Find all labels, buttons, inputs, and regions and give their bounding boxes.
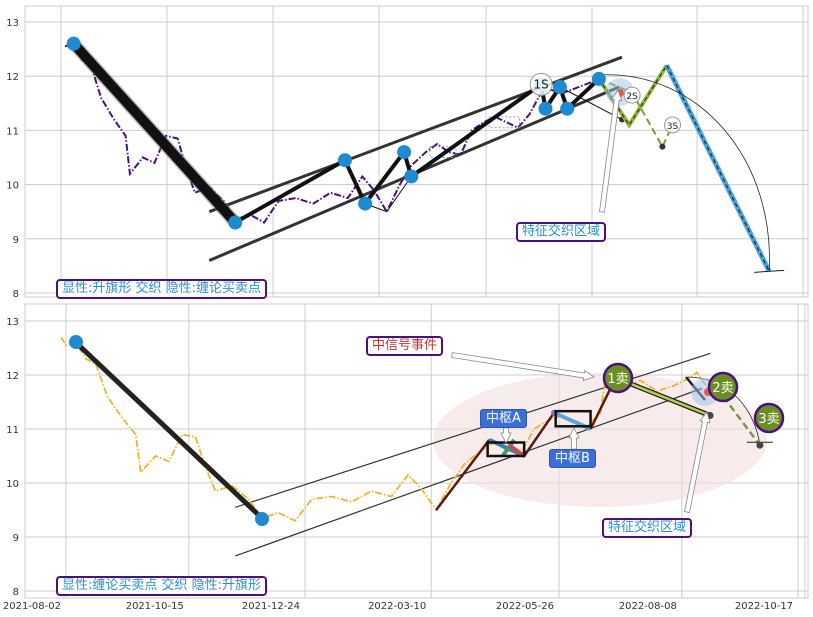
- center-a-label: 中枢A: [480, 409, 527, 428]
- pivot-dot: [591, 71, 606, 86]
- y-tick-label: 11: [6, 126, 19, 137]
- center-a-arrow: [500, 427, 512, 444]
- sell-point-marker: [602, 362, 634, 394]
- sell-point-label: 3S: [667, 122, 679, 132]
- sell-point-marker: [529, 72, 553, 96]
- stroke-segment: [523, 412, 556, 457]
- y-tick-label: 11: [6, 425, 19, 436]
- y-tick-label: 12: [6, 72, 19, 83]
- sell-point-marker: [707, 371, 739, 403]
- price-line: [60, 336, 711, 522]
- stroke-segment: [343, 159, 367, 205]
- sell-point-marker: [753, 402, 785, 434]
- sell-point-label: 3卖: [758, 412, 779, 427]
- arc-guide: [598, 74, 770, 272]
- alt-projection: [722, 395, 761, 446]
- bottom-annotation-interweave-zone: 特征交织区域: [602, 518, 693, 538]
- thin-stroke: [559, 86, 623, 121]
- pivot-dot: [66, 36, 81, 51]
- x-tick-label: 2022-08-08: [619, 601, 677, 612]
- y-tick-label: 9: [13, 235, 19, 246]
- x-tick-label: 2022-05-26: [496, 601, 554, 612]
- sell-point-label: 2S: [626, 92, 638, 102]
- pivot-dot: [552, 80, 567, 95]
- x-tick-label: 2021-12-24: [242, 601, 300, 612]
- target-dot: [659, 143, 666, 150]
- center-a-stroke: [508, 443, 526, 458]
- y-tick-label: 13: [6, 317, 19, 328]
- y-tick-label: 8: [13, 289, 19, 300]
- pivot-dot: [255, 512, 269, 526]
- y-tick-label: 12: [6, 371, 19, 382]
- arc-guide: [687, 376, 761, 446]
- target-bar: [754, 269, 785, 273]
- top-annotation-interweave-zone: 特征交织区域: [516, 222, 607, 242]
- annotation-arrow: [684, 411, 711, 513]
- y-tick-label: 10: [6, 479, 19, 490]
- pivot-dot: [337, 153, 352, 168]
- y-tick-label: 10: [6, 181, 19, 192]
- pivot-dot: [69, 335, 83, 349]
- y-tick-label: 8: [13, 587, 19, 598]
- signal-arrow: [451, 352, 595, 381]
- target-dot: [756, 441, 764, 449]
- sell-point-label: 1卖: [607, 372, 628, 387]
- channel-lower-line: [235, 387, 703, 557]
- x-tick-label: 2022-03-10: [368, 601, 426, 612]
- down-stroke-inner: [628, 381, 711, 417]
- bottom-caption: 显性:缠论买卖点 交织 隐性:升旗形: [56, 576, 268, 596]
- trend-line: [74, 340, 264, 520]
- thin-stroke: [364, 176, 412, 213]
- center-b-label: 中枢B: [549, 449, 596, 468]
- x-tick-label: 2022-10-17: [735, 601, 793, 612]
- y-tick-label: 9: [13, 533, 19, 544]
- stroke-segment: [565, 77, 601, 111]
- pivot-dot: [538, 101, 553, 116]
- projection-blue-dash: [666, 65, 770, 272]
- channel-upper-line: [208, 55, 623, 214]
- top-caption: 显性:升旗形 交织 隐性:缠论买卖点: [56, 279, 268, 299]
- sell-point-marker: [623, 86, 641, 104]
- stroke-segment: [435, 439, 491, 511]
- stroke-segment: [234, 158, 346, 225]
- center-box: [429, 146, 457, 159]
- stroke-segment: [69, 40, 240, 226]
- pivot-dot: [404, 169, 419, 184]
- stroke-segment: [410, 82, 543, 179]
- pivot-dot: [228, 215, 243, 230]
- x-tick-label: 2021-08-02: [3, 601, 61, 612]
- center-box: [554, 409, 592, 428]
- pivot-dot: [397, 145, 412, 160]
- x-tick-label: 2021-10-15: [126, 601, 184, 612]
- sell-point-label: 2卖: [712, 381, 733, 396]
- signal-event-label: 中信号事件: [366, 336, 444, 356]
- center-b-arrow: [568, 427, 580, 450]
- sell-point-marker: [664, 116, 682, 134]
- sell-point-label: 1S: [534, 77, 549, 91]
- annotation-arrow: [599, 89, 623, 213]
- y-tick-label: 13: [6, 18, 19, 29]
- plot-area-0: [24, 5, 809, 298]
- pivot-dot: [358, 196, 373, 211]
- stroke-segment: [363, 150, 406, 205]
- pivot-dot: [560, 101, 575, 116]
